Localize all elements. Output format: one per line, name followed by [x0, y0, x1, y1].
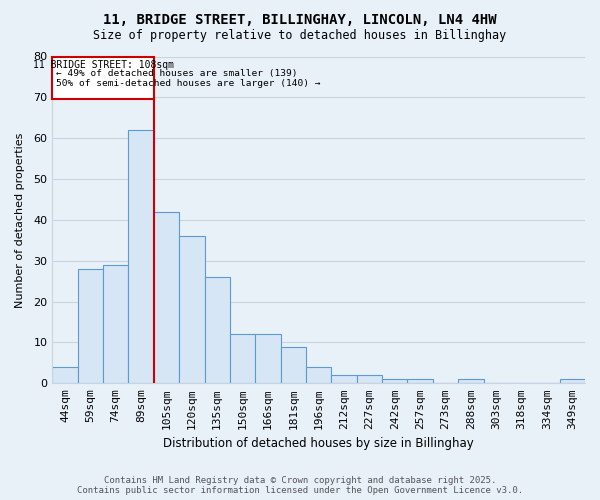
Bar: [154, 212, 179, 384]
Bar: [382, 379, 407, 384]
Bar: [103, 265, 128, 384]
Text: 50% of semi-detached houses are larger (140) →: 50% of semi-detached houses are larger (…: [56, 79, 320, 88]
Text: 11, BRIDGE STREET, BILLINGHAY, LINCOLN, LN4 4HW: 11, BRIDGE STREET, BILLINGHAY, LINCOLN, …: [103, 12, 497, 26]
Text: ← 49% of detached houses are smaller (139): ← 49% of detached houses are smaller (13…: [56, 69, 298, 78]
Bar: [255, 334, 281, 384]
Bar: [52, 367, 77, 384]
Bar: [128, 130, 154, 384]
Bar: [331, 375, 357, 384]
Bar: [306, 367, 331, 384]
Y-axis label: Number of detached properties: Number of detached properties: [15, 132, 25, 308]
Text: 11 BRIDGE STREET: 108sqm: 11 BRIDGE STREET: 108sqm: [32, 60, 173, 70]
Bar: [205, 277, 230, 384]
Bar: [357, 375, 382, 384]
Bar: [179, 236, 205, 384]
Bar: [77, 269, 103, 384]
Text: Contains HM Land Registry data © Crown copyright and database right 2025.
Contai: Contains HM Land Registry data © Crown c…: [77, 476, 523, 495]
Bar: [407, 379, 433, 384]
Text: Size of property relative to detached houses in Billinghay: Size of property relative to detached ho…: [94, 28, 506, 42]
Bar: [458, 379, 484, 384]
Bar: [560, 379, 585, 384]
Bar: [230, 334, 255, 384]
X-axis label: Distribution of detached houses by size in Billinghay: Distribution of detached houses by size …: [163, 437, 474, 450]
Bar: [281, 346, 306, 384]
FancyBboxPatch shape: [52, 56, 154, 100]
